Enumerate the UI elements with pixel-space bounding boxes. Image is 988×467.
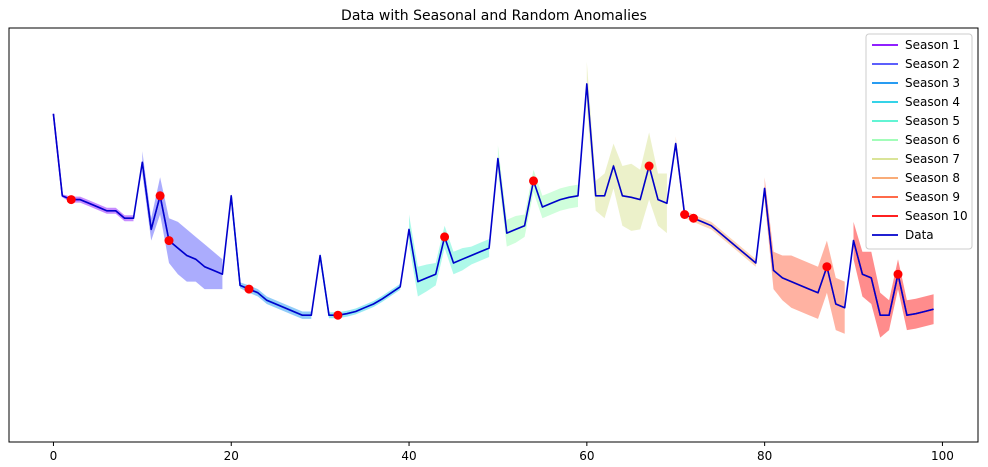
chart-title: Data with Seasonal and Random Anomalies — [341, 8, 647, 24]
legend-label: Season 8 — [905, 171, 960, 185]
legend-label: Season 10 — [905, 209, 968, 223]
plot-frame — [8, 27, 979, 443]
legend-label: Season 3 — [905, 76, 960, 90]
legend-label: Season 7 — [905, 152, 960, 166]
anomaly-point — [644, 161, 654, 171]
series-lines — [52, 83, 934, 317]
anomaly-point — [689, 213, 698, 223]
x-tick-label: 100 — [931, 449, 954, 463]
anomaly-point — [244, 284, 254, 294]
season-8-band — [675, 136, 756, 267]
anomaly-point — [822, 262, 832, 272]
anomaly-point — [893, 269, 903, 279]
anomaly-point — [440, 232, 450, 242]
legend-label: Season 5 — [905, 114, 960, 128]
legend-label: Season 2 — [905, 57, 960, 71]
legend-label: Season 4 — [905, 95, 960, 109]
legend-label: Data — [905, 228, 934, 242]
anomaly-point — [680, 210, 690, 219]
anomaly-points — [66, 161, 903, 320]
season-2-band — [142, 151, 223, 290]
season-5-band — [409, 214, 490, 297]
legend-box — [865, 33, 973, 250]
x-tick-label: 0 — [50, 449, 58, 463]
x-tick-label: 20 — [224, 449, 239, 463]
anomaly-point — [529, 176, 538, 186]
anomaly-point — [155, 191, 165, 201]
x-tick-label: 60 — [579, 449, 594, 463]
legend: Season 1 Season 2 Season 3 Season 4 Season 5… — [865, 33, 973, 250]
x-tick-label: 40 — [401, 449, 416, 463]
x-axis: 0 20 40 60 80 100 — [50, 442, 954, 463]
season-10-band — [853, 221, 934, 338]
anomaly-point — [164, 236, 174, 246]
legend-label: Season 6 — [905, 133, 960, 147]
legend-label: Season 1 — [905, 38, 960, 52]
anomaly-point — [333, 310, 343, 320]
legend-label: Season 9 — [905, 190, 960, 204]
data-line — [52, 83, 934, 317]
x-tick-label: 80 — [757, 449, 772, 463]
anomaly-point — [66, 195, 76, 205]
season-4-band — [320, 252, 401, 319]
season-9-band — [764, 177, 845, 334]
